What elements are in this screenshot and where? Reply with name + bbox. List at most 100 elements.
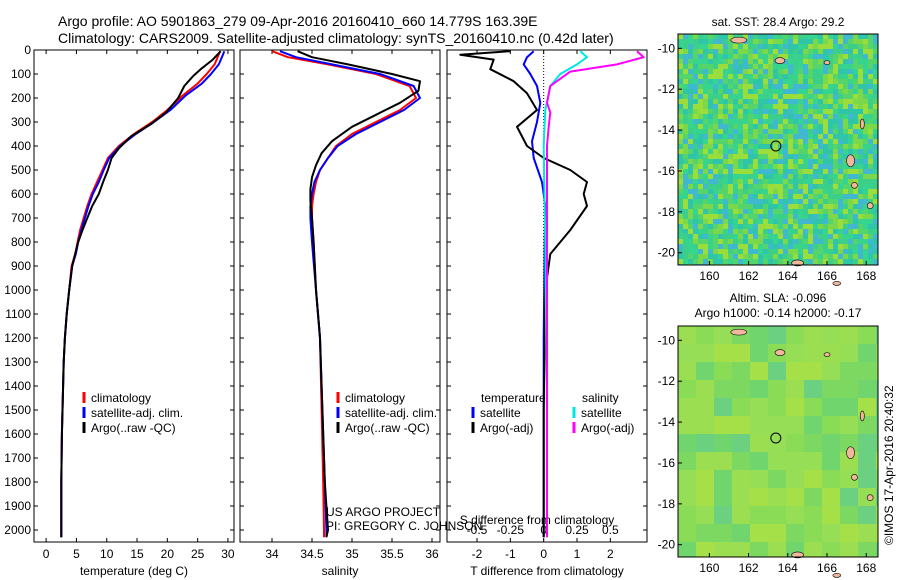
field-cell — [678, 452, 696, 470]
field-cell — [693, 224, 698, 229]
field-cell — [788, 124, 793, 129]
field-cell — [693, 139, 698, 144]
field-cell — [793, 239, 798, 244]
field-cell — [698, 144, 703, 149]
field-cell — [708, 79, 713, 84]
field-cell — [758, 89, 763, 94]
field-cell — [688, 119, 693, 124]
field-cell — [838, 59, 843, 64]
field-cell — [823, 104, 828, 109]
field-cell — [813, 224, 818, 229]
field-cell — [833, 39, 838, 44]
field-cell — [813, 234, 818, 239]
field-cell — [758, 104, 763, 109]
field-cell — [803, 174, 808, 179]
field-cell — [713, 124, 718, 129]
field-cell — [783, 109, 788, 114]
lat-tick-label: -20 — [658, 246, 676, 260]
field-cell — [813, 169, 818, 174]
field-cell — [718, 74, 723, 79]
field-cell — [713, 44, 718, 49]
field-cell — [703, 179, 708, 184]
field-cell — [696, 416, 714, 434]
field-cell — [868, 259, 873, 264]
field-cell — [804, 326, 822, 344]
field-cell — [763, 99, 768, 104]
field-cell — [853, 59, 858, 64]
island-shape — [791, 551, 804, 559]
field-cell — [863, 134, 868, 139]
field-cell — [828, 84, 833, 89]
field-cell — [693, 114, 698, 119]
field-cell — [833, 74, 838, 79]
field-cell — [703, 39, 708, 44]
field-cell — [718, 244, 723, 249]
field-cell — [823, 79, 828, 84]
field-cell — [763, 89, 768, 94]
field-cell — [853, 189, 858, 194]
field-cell — [708, 249, 713, 254]
field-cell — [853, 104, 858, 109]
field-cell — [840, 542, 858, 557]
field-cell — [773, 134, 778, 139]
field-cell — [843, 49, 848, 54]
field-cell — [713, 119, 718, 124]
field-cell — [758, 259, 763, 264]
field-cell — [778, 249, 783, 254]
field-cell — [853, 194, 858, 199]
field-cell — [768, 224, 773, 229]
field-cell — [683, 154, 688, 159]
field-cell — [728, 39, 733, 44]
field-cell — [758, 234, 763, 239]
field-cell — [693, 219, 698, 224]
field-cell — [823, 249, 828, 254]
field-cell — [823, 169, 828, 174]
field-cell — [723, 84, 728, 89]
field-cell — [808, 34, 813, 39]
field-cell — [733, 129, 738, 134]
field-cell — [753, 214, 758, 219]
field-cell — [693, 49, 698, 54]
field-cell — [783, 234, 788, 239]
field-cell — [803, 164, 808, 169]
field-cell — [728, 139, 733, 144]
field-cell — [876, 452, 878, 470]
field-cell — [703, 169, 708, 174]
field-cell — [714, 434, 732, 452]
field-cell — [773, 239, 778, 244]
field-cell — [808, 239, 813, 244]
field-cell — [683, 134, 688, 139]
field-cell — [693, 69, 698, 74]
field-cell — [748, 39, 753, 44]
field-cell — [840, 506, 858, 524]
field-cell — [783, 99, 788, 104]
field-cell — [843, 199, 848, 204]
field-cell — [753, 184, 758, 189]
lon-tick-label: 166 — [817, 561, 837, 575]
field-cell — [783, 244, 788, 249]
field-cell — [688, 194, 693, 199]
field-cell — [714, 524, 732, 542]
field-cell — [678, 69, 683, 74]
field-cell — [678, 344, 696, 362]
field-cell — [683, 179, 688, 184]
field-cell — [678, 249, 683, 254]
field-cell — [798, 139, 803, 144]
field-cell — [823, 64, 828, 69]
field-cell — [843, 59, 848, 64]
x-tick-label: 30 — [221, 547, 235, 561]
field-cell — [818, 244, 823, 249]
field-cell — [693, 204, 698, 209]
field-cell — [863, 139, 868, 144]
field-cell — [678, 506, 696, 524]
field-cell — [783, 154, 788, 159]
field-cell — [876, 524, 878, 542]
field-cell — [743, 259, 748, 264]
field-cell — [793, 224, 798, 229]
field-cell — [738, 84, 743, 89]
field-cell — [678, 149, 683, 154]
field-cell — [683, 194, 688, 199]
field-cell — [748, 189, 753, 194]
field-cell — [763, 194, 768, 199]
field-cell — [713, 104, 718, 109]
